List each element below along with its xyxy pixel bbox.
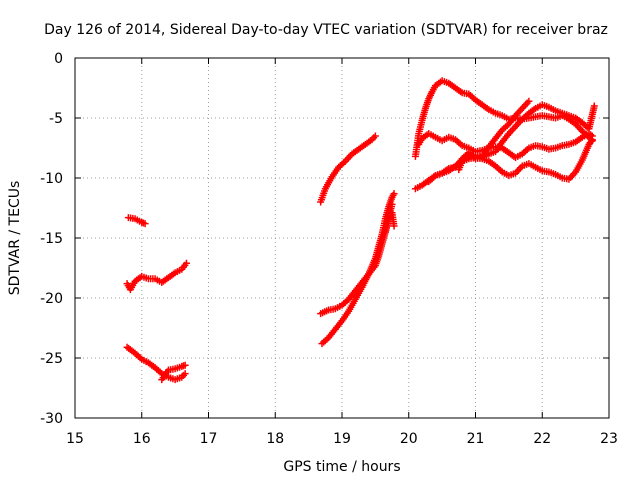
series-arc-8	[381, 209, 398, 236]
series-arc-4	[158, 361, 189, 384]
plot-frame	[74, 57, 610, 419]
x-tick-label: 19	[333, 431, 351, 447]
data-point	[181, 370, 189, 378]
data-point	[371, 132, 379, 140]
y-tick-label: -20	[40, 291, 63, 307]
grid	[75, 58, 609, 418]
data-point	[182, 259, 190, 267]
x-tick-label: 18	[266, 431, 284, 447]
chart-title: Day 126 of 2014, Sidereal Day-to-day VTE…	[44, 22, 608, 38]
data-point	[181, 361, 189, 369]
x-tick-labels: 15 16 17 18 19 20 21 22 23	[66, 431, 618, 447]
series-arc-10	[415, 130, 596, 162]
x-tick-label: 22	[533, 431, 551, 447]
x-tick-label: 23	[600, 431, 618, 447]
data-point	[141, 220, 149, 228]
series-arc-2	[123, 259, 190, 294]
data-point	[390, 222, 398, 230]
y-tick-label: -25	[40, 351, 63, 367]
series-arc-1	[124, 214, 149, 228]
data-point	[590, 102, 598, 110]
plot-marks	[123, 77, 598, 384]
data-point	[588, 136, 596, 144]
series-arc-9	[411, 77, 596, 160]
data-point	[525, 97, 533, 105]
y-tick-label: -10	[40, 171, 63, 187]
x-axis-label: GPS time / hours	[283, 459, 400, 475]
x-tick-label: 20	[400, 431, 418, 447]
data-point	[390, 190, 398, 198]
x-tick-label: 15	[66, 431, 84, 447]
series-arc-7	[318, 190, 398, 348]
series-arc-3	[123, 343, 189, 384]
y-tick-labels: 0 -5 -10 -15 -20 -25 -30	[40, 51, 63, 427]
x-tick-label: 16	[133, 431, 151, 447]
y-tick-label: -30	[40, 411, 63, 427]
series-arc-13	[455, 97, 533, 174]
y-axis-label: SDTVAR / TECUs	[7, 181, 23, 296]
series-arc-5	[317, 132, 379, 206]
x-tick-label: 17	[200, 431, 218, 447]
y-tick-label: -15	[40, 231, 63, 247]
y-tick-label: -5	[49, 111, 63, 127]
y-tick-label: 0	[54, 51, 63, 67]
x-tick-label: 21	[467, 431, 485, 447]
